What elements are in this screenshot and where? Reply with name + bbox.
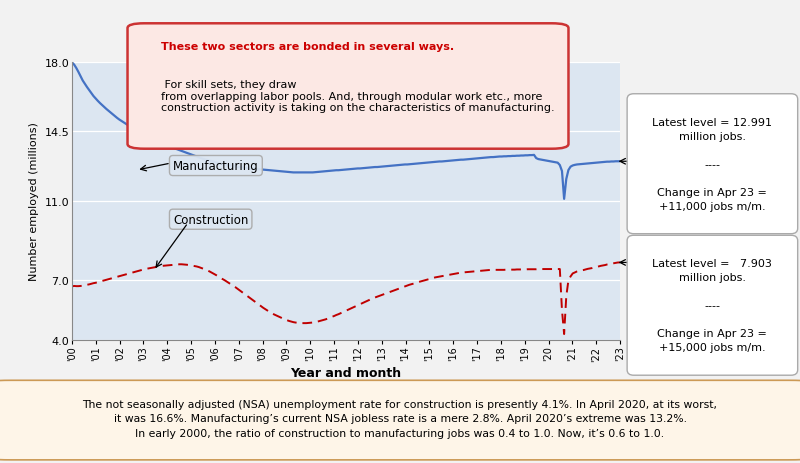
Text: Manufacturing: Manufacturing xyxy=(173,160,258,173)
Text: Latest level = 12.991
million jobs.

----

Change in Apr 23 =
+11,000 jobs m/m.: Latest level = 12.991 million jobs. ----… xyxy=(653,118,773,211)
Text: Construction: Construction xyxy=(173,213,248,226)
FancyBboxPatch shape xyxy=(627,94,798,234)
X-axis label: Year and month: Year and month xyxy=(290,366,402,379)
Text: These two sectors are bonded in several ways.: These two sectors are bonded in several … xyxy=(161,42,454,52)
FancyBboxPatch shape xyxy=(0,381,800,460)
FancyBboxPatch shape xyxy=(627,236,798,375)
Y-axis label: Number employed (millions): Number employed (millions) xyxy=(29,122,39,281)
Text: Latest level =   7.903
million jobs.

----

Change in Apr 23 =
+15,000 jobs m/m.: Latest level = 7.903 million jobs. ---- … xyxy=(653,259,772,352)
Text: The not seasonally adjusted (NSA) unemployment rate for construction is presentl: The not seasonally adjusted (NSA) unempl… xyxy=(82,399,718,438)
Text: For skill sets, they draw
from overlapping labor pools. And, through modular wor: For skill sets, they draw from overlappi… xyxy=(161,80,554,113)
FancyBboxPatch shape xyxy=(127,24,569,150)
